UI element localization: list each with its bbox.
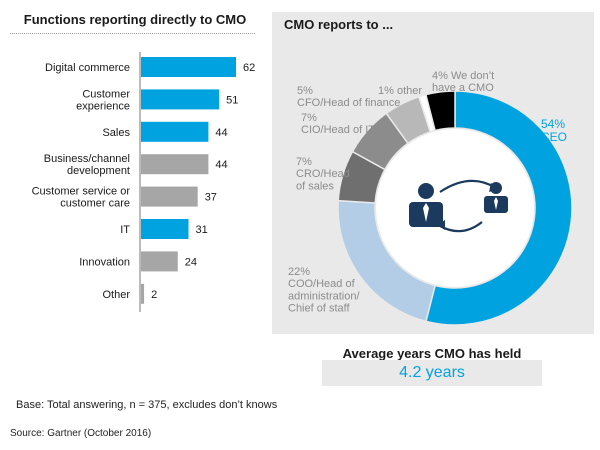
bar [141, 121, 209, 142]
donut-slice-label: 4% We don’t [432, 70, 494, 82]
donut-slice-label: 7% [296, 156, 312, 168]
donut-hole [376, 129, 534, 287]
donut-slice-label: Chief of staff [288, 303, 350, 315]
bar-category-label: Business/channel [44, 153, 130, 165]
bar [141, 186, 198, 207]
donut-slice [424, 90, 573, 326]
donut-chart-title: CMO reports to ... [284, 17, 394, 32]
bar-category-label: customer care [60, 198, 130, 210]
bar-category-label: Customer [82, 88, 130, 100]
bar [141, 219, 189, 239]
person-tie [494, 197, 498, 210]
bar-value-label: 37 [205, 192, 217, 204]
bar-value-label: 2 [151, 289, 157, 301]
bar-category-label: Sales [102, 127, 130, 139]
title-divider [10, 33, 255, 34]
source-note: Source: Gartner (October 2016) [10, 428, 152, 439]
donut-slice-label: CRO/Head [296, 168, 350, 180]
donut-slice-label: 7% [301, 112, 317, 124]
bar-value-label: 44 [215, 159, 227, 171]
bar [141, 154, 209, 175]
donut-slice-label: administration/ [288, 290, 360, 302]
person-head [490, 182, 502, 194]
bar-category-label: Innovation [79, 256, 130, 268]
person-head [418, 183, 434, 199]
donut-slice-label: COO/Head of [288, 278, 356, 290]
avg-years-value: 4.2 years [322, 360, 542, 386]
base-note: Base: Total answering, n = 375, excludes… [16, 399, 278, 411]
donut-slice-label: CIO/Head of IT [301, 124, 375, 136]
bar-value-label: 24 [185, 256, 197, 268]
bar [141, 57, 236, 77]
donut-slice-label: 22% [288, 266, 310, 278]
bar-chart-title: Functions reporting directly to CMO [23, 12, 247, 27]
bar-category-label: IT [120, 224, 130, 236]
bar-category-label: Digital commerce [45, 62, 130, 74]
bar-category-label: Customer service or [32, 186, 131, 198]
donut-slice [424, 90, 456, 132]
bar-category-label: development [67, 165, 130, 177]
donut-slice-label: 5% [297, 85, 313, 97]
bar-category-label: Other [102, 289, 130, 301]
bar-value-label: 44 [215, 127, 227, 139]
people-exchange-icon [409, 179, 508, 233]
bar [141, 283, 145, 304]
person-tie [423, 203, 429, 222]
bar [141, 89, 220, 110]
donut-slice-label: CEO [541, 130, 567, 144]
donut-slice-label: 1% other [378, 85, 422, 97]
donut-slice-label: of sales [296, 180, 334, 192]
donut-slice-label: CFO/Head of finance [297, 97, 400, 109]
bar-category-label: experience [76, 100, 130, 112]
bar-value-label: 31 [196, 224, 208, 236]
bar [141, 251, 178, 272]
bar-value-label: 51 [226, 94, 238, 106]
donut-slice-label: have a CMO [432, 82, 494, 94]
donut-slice-label: 54% [541, 117, 565, 131]
bar-value-label: 62 [243, 62, 255, 74]
